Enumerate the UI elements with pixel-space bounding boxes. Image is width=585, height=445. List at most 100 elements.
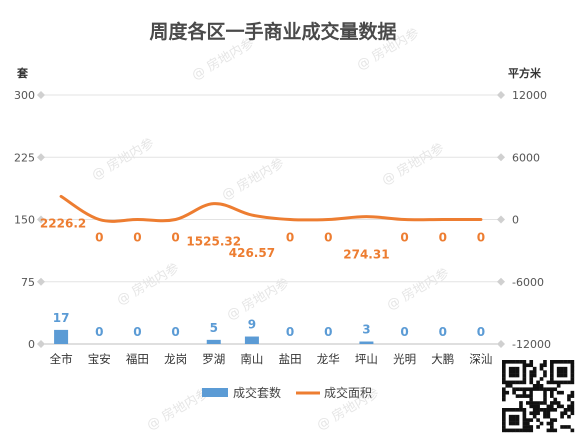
qr-module <box>502 373 506 378</box>
qr-module <box>519 387 523 392</box>
qr-module <box>546 380 551 385</box>
qr-module <box>512 390 516 395</box>
qr-module <box>502 428 506 433</box>
qr-module <box>550 390 554 395</box>
qr-module <box>522 418 527 422</box>
qr-module <box>532 401 537 405</box>
qr-module <box>570 404 575 409</box>
qr-module <box>560 390 564 395</box>
qr-module <box>539 384 544 388</box>
qr-module <box>502 414 506 419</box>
bar <box>206 339 221 344</box>
bar-value-label: 0 <box>171 325 179 339</box>
qr-module <box>570 411 575 416</box>
qr-module <box>550 408 554 412</box>
qr-module <box>512 366 516 371</box>
qr-module <box>508 428 513 433</box>
left-axis-unit: 套 <box>17 66 29 80</box>
watermark-layer: @ 房地内参 @ 房地内参 @ 房地内参 @ 房地内参 @ 房地内参 @ 房地内参 @ 房地… <box>89 25 452 433</box>
qr-module <box>532 414 537 419</box>
qr-module <box>560 425 564 429</box>
qr-module <box>543 390 547 395</box>
qr-module <box>526 425 530 429</box>
qr-module <box>550 421 554 426</box>
qr-module <box>570 394 575 398</box>
qr-module <box>553 401 558 405</box>
qr-module <box>529 380 534 385</box>
category-label: 福田 <box>126 352 149 366</box>
qr-module <box>502 363 506 368</box>
grid <box>37 91 505 348</box>
line-value-label: 2226.2 <box>40 216 86 230</box>
qr-module <box>536 387 540 392</box>
qr-module <box>553 360 558 364</box>
qr-module <box>512 408 516 412</box>
right-tick-label: -6000 <box>512 276 544 289</box>
qr-module <box>556 373 561 378</box>
gridline-marker <box>37 277 45 286</box>
qr-module <box>502 360 506 364</box>
qr-module <box>502 366 506 371</box>
qr-module <box>556 360 561 364</box>
right-tick-label: 12000 <box>512 89 547 102</box>
qr-module <box>570 390 575 395</box>
qr-module <box>522 411 527 416</box>
qr-module <box>512 360 516 364</box>
qr-module <box>529 390 534 395</box>
qr-module <box>515 387 520 392</box>
qr-module <box>543 394 547 398</box>
bar-value-label: 5 <box>210 321 218 335</box>
qr-module <box>567 414 571 419</box>
bar-value-label: 0 <box>133 325 141 339</box>
qr-module <box>522 394 527 398</box>
qr-module <box>529 360 534 364</box>
qr-module <box>556 366 561 371</box>
qr-module <box>570 363 575 368</box>
qr-module <box>563 408 568 412</box>
qr-module <box>529 404 534 409</box>
category-label: 光明 <box>393 352 416 366</box>
qr-module <box>550 394 554 398</box>
gridline-marker <box>497 153 505 162</box>
qr-module <box>550 363 554 368</box>
qr-module <box>567 425 571 429</box>
qr-module <box>529 394 534 398</box>
qr-module <box>508 373 513 378</box>
qr-module <box>508 418 513 422</box>
gridline-marker <box>37 153 45 162</box>
qr-module <box>529 411 534 416</box>
qr-module <box>529 418 534 422</box>
bar-value-label: 0 <box>286 325 294 339</box>
qr-module <box>508 421 513 426</box>
bar-value-label: 9 <box>248 318 256 332</box>
right-axis: -12000 -6000 0 6000 12000 <box>512 89 551 351</box>
right-tick-label: -12000 <box>512 338 551 351</box>
qr-module <box>526 394 530 398</box>
qr-module <box>508 370 513 374</box>
qr-module <box>515 380 520 385</box>
qr-module <box>515 373 520 378</box>
qr-module <box>502 418 506 422</box>
qr-module <box>570 408 575 412</box>
category-label: 罗湖 <box>202 352 225 366</box>
qr-module <box>508 384 513 388</box>
qr-module <box>529 425 534 429</box>
qr-module <box>556 401 561 405</box>
qr-module <box>550 425 554 429</box>
qr-module <box>543 414 547 419</box>
line-value-label: 0 <box>477 231 485 245</box>
qr-module <box>556 390 561 395</box>
left-axis: 0 75 150 225 300 <box>14 89 35 351</box>
qr-module <box>529 370 534 374</box>
qr-module <box>536 425 540 429</box>
qr-module <box>550 387 554 392</box>
qr-module <box>532 387 537 392</box>
qr-module <box>515 408 520 412</box>
qr-module <box>522 366 527 371</box>
qr-module <box>502 397 506 402</box>
gridline-marker <box>37 91 45 99</box>
qr-module <box>522 390 527 395</box>
left-tick-label: 0 <box>28 338 35 351</box>
qr-module <box>550 401 554 405</box>
